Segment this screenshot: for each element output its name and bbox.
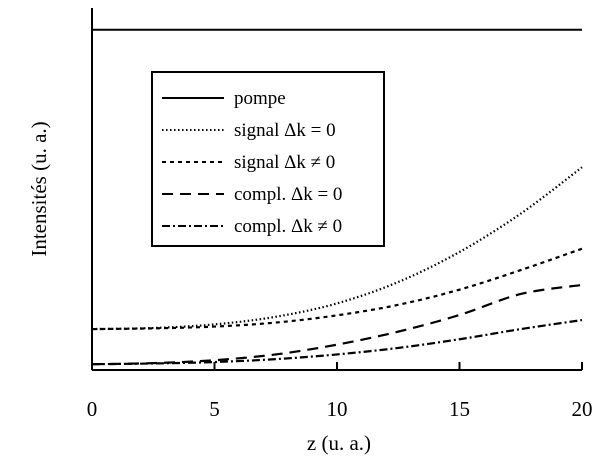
x-tick-label: 20 xyxy=(572,397,593,421)
series-line-signal-k-0 xyxy=(91,247,583,331)
series-line-compl-k-0 xyxy=(91,283,583,366)
y-axis-title: Intensités (u. a.) xyxy=(27,121,51,256)
x-axis-title: z (u. a.) xyxy=(307,431,371,455)
x-ticks: 0 5 10 15 20 xyxy=(87,362,593,421)
plot-lines xyxy=(91,28,583,366)
legend-label-signal-k-0: signal Δk = 0 xyxy=(234,120,336,141)
legend-label-signal-k-0: signal Δk ≠ 0 xyxy=(234,152,335,173)
x-tick-label: 5 xyxy=(209,397,220,421)
legend-label-pompe: pompe xyxy=(234,88,286,109)
series-line-signal-k-0 xyxy=(91,166,583,331)
x-tick-label: 10 xyxy=(327,397,348,421)
series-line-compl-k-0 xyxy=(91,318,583,366)
legend-label-compl-k-0: compl. Δk = 0 xyxy=(234,184,342,205)
legend-box xyxy=(151,71,385,247)
x-tick-label: 0 xyxy=(87,397,98,421)
legend-label-compl-k-0: compl. Δk ≠ 0 xyxy=(234,216,342,237)
x-tick-label: 15 xyxy=(449,397,470,421)
legend: pompe signal Δk = 0 signal Δk ≠ 0 compl. Δk… xyxy=(151,71,385,247)
